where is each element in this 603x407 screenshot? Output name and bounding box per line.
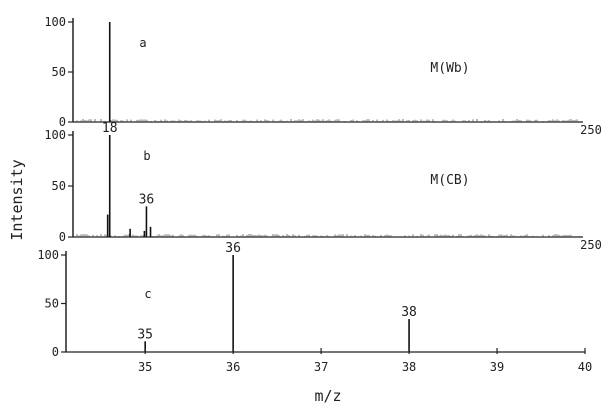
x-axis-label: m/z	[314, 387, 341, 405]
x-tick-label: 36	[226, 360, 240, 374]
peak-label: 38	[401, 305, 417, 320]
panel-b: 0 50 100 18 36 250 b M(CB)	[44, 121, 602, 252]
x-tick-label: 39	[490, 360, 504, 374]
y-tick-label: 50	[52, 179, 66, 193]
x-end-label: 250	[580, 238, 602, 252]
x-tick-label: 35	[138, 360, 152, 374]
panel-letter: a	[139, 36, 146, 50]
panel-letter: b	[143, 149, 150, 163]
x-tick-label: 40	[578, 360, 592, 374]
y-tick-label: 50	[45, 297, 59, 311]
peak-label: 35	[137, 327, 153, 342]
sample-label: M(Wb)	[430, 61, 469, 76]
panel-letter: c	[144, 287, 151, 301]
y-tick-label: 100	[44, 15, 66, 29]
x-end-label: 250	[580, 123, 602, 137]
panel-c: 0 50 100 35 36 38 35 36 37 38 39 40 c	[37, 241, 592, 374]
y-axis-label: Intensity	[8, 159, 26, 240]
y-tick-label: 50	[52, 65, 66, 79]
sample-label: M(CB)	[430, 173, 469, 188]
y-tick-label: 0	[59, 115, 66, 129]
y-tick-label: 100	[44, 128, 66, 142]
y-tick-label: 0	[52, 345, 59, 359]
x-tick-label: 38	[402, 360, 416, 374]
y-tick-label: 0	[59, 230, 66, 244]
peak-label: 18	[102, 121, 118, 136]
x-tick-label: 37	[314, 360, 328, 374]
panel-a: 0 50 100 250 a M(Wb)	[44, 15, 602, 137]
peak-label: 36	[225, 241, 241, 256]
peak-label: 36	[139, 192, 155, 207]
y-tick-label: 100	[37, 248, 59, 262]
